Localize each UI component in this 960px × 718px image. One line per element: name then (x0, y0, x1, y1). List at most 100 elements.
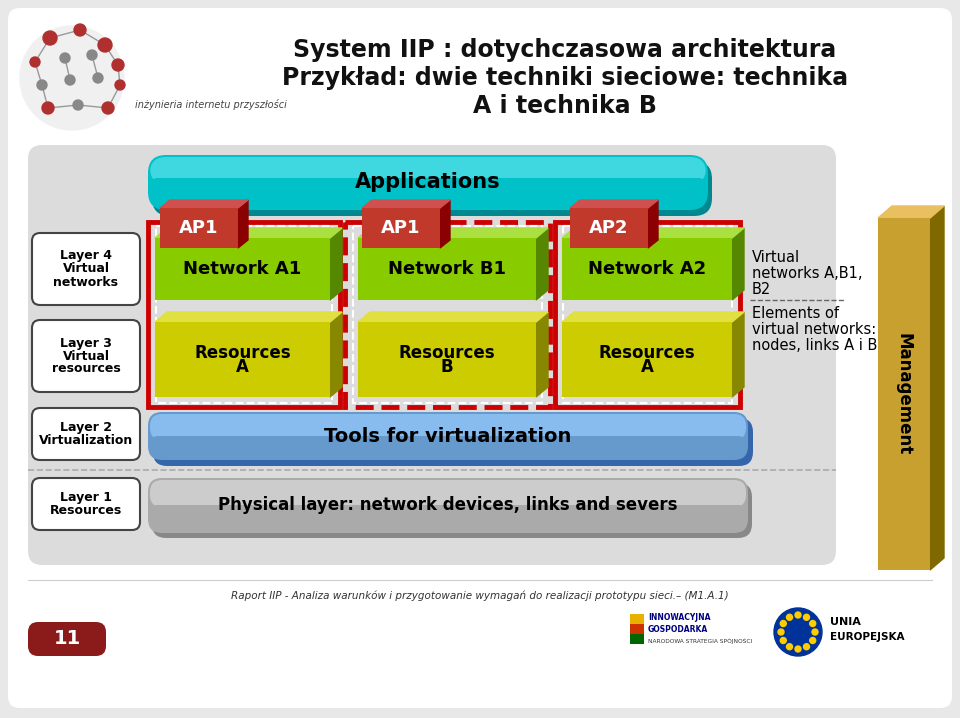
Polygon shape (878, 206, 944, 218)
Polygon shape (536, 312, 548, 397)
Circle shape (20, 26, 124, 130)
Polygon shape (536, 228, 548, 300)
Text: nodes, links A i B: nodes, links A i B (752, 338, 877, 353)
Bar (630, 634, 644, 644)
FancyBboxPatch shape (148, 478, 748, 533)
Text: GOSPODARKA: GOSPODARKA (648, 625, 708, 635)
Circle shape (786, 615, 793, 620)
Text: Applications: Applications (355, 172, 501, 192)
Text: AP1: AP1 (381, 219, 420, 237)
Circle shape (112, 59, 124, 71)
Bar (630, 624, 644, 634)
Bar (160, 208, 238, 248)
Polygon shape (732, 228, 744, 300)
Text: AP2: AP2 (589, 219, 629, 237)
Bar (878, 218, 930, 570)
Bar (345, 222, 550, 407)
Circle shape (804, 615, 809, 620)
Circle shape (778, 629, 784, 635)
Text: Layer 1: Layer 1 (60, 491, 112, 504)
Polygon shape (930, 206, 944, 570)
Circle shape (804, 644, 809, 650)
Text: networks: networks (54, 276, 118, 289)
Polygon shape (440, 200, 450, 248)
FancyBboxPatch shape (28, 622, 106, 656)
FancyBboxPatch shape (148, 412, 748, 460)
Circle shape (812, 629, 818, 635)
Polygon shape (160, 200, 248, 208)
Polygon shape (648, 200, 658, 248)
FancyBboxPatch shape (32, 408, 140, 460)
Text: Network A2: Network A2 (588, 260, 707, 278)
Text: NARODOWA STRATEGIA SPÓJNOŚCI: NARODOWA STRATEGIA SPÓJNOŚCI (648, 638, 753, 644)
Bar (155, 238, 330, 300)
Text: AP1: AP1 (180, 219, 219, 237)
Bar (570, 208, 648, 248)
Circle shape (87, 50, 97, 60)
Text: Resources: Resources (398, 343, 495, 361)
Text: Layer 4: Layer 4 (60, 249, 112, 263)
Bar (630, 614, 644, 624)
FancyBboxPatch shape (8, 8, 952, 708)
Text: networks A,B1,: networks A,B1, (752, 266, 862, 281)
Bar (353, 226, 542, 403)
Bar (563, 226, 732, 403)
FancyBboxPatch shape (152, 483, 752, 538)
Text: Layer 3: Layer 3 (60, 337, 112, 350)
Bar (358, 322, 536, 397)
Text: Network A1: Network A1 (183, 260, 301, 278)
Polygon shape (358, 228, 548, 238)
FancyBboxPatch shape (32, 478, 140, 530)
Bar (562, 322, 732, 397)
Polygon shape (330, 228, 342, 300)
Text: EUROPEJSKA: EUROPEJSKA (830, 632, 904, 642)
Polygon shape (362, 200, 450, 208)
Text: A i technika B: A i technika B (473, 94, 657, 118)
Polygon shape (732, 312, 744, 397)
FancyBboxPatch shape (32, 320, 140, 392)
Polygon shape (562, 312, 744, 322)
Text: Network B1: Network B1 (388, 260, 506, 278)
Circle shape (809, 638, 816, 643)
FancyBboxPatch shape (32, 233, 140, 305)
Text: UNIA: UNIA (830, 617, 861, 627)
Text: Przykład: dwie techniki sieciowe: technika: Przykład: dwie techniki sieciowe: techni… (282, 66, 848, 90)
Bar (156, 226, 332, 403)
FancyBboxPatch shape (150, 178, 706, 205)
Text: Virtual: Virtual (62, 350, 109, 363)
FancyBboxPatch shape (153, 418, 753, 466)
Circle shape (65, 75, 75, 85)
FancyBboxPatch shape (150, 505, 746, 532)
Circle shape (780, 638, 786, 643)
Bar (155, 322, 330, 397)
Circle shape (30, 57, 40, 67)
Circle shape (786, 644, 793, 650)
FancyBboxPatch shape (152, 161, 712, 216)
Circle shape (115, 80, 125, 90)
Circle shape (74, 24, 86, 36)
Text: 11: 11 (54, 630, 81, 648)
Polygon shape (330, 312, 342, 397)
Polygon shape (155, 312, 342, 322)
Polygon shape (570, 200, 658, 208)
Bar (562, 238, 732, 300)
Text: Elements of: Elements of (752, 307, 839, 322)
Circle shape (774, 608, 822, 656)
Circle shape (42, 102, 54, 114)
FancyBboxPatch shape (150, 480, 746, 507)
Text: Virtual: Virtual (62, 263, 109, 276)
Text: Resources: Resources (599, 343, 695, 361)
Text: Tools for virtualization: Tools for virtualization (324, 426, 572, 445)
Text: A: A (640, 358, 654, 376)
Text: resources: resources (52, 363, 120, 376)
Bar (148, 222, 340, 407)
Text: Physical layer: network devices, links and severs: Physical layer: network devices, links a… (218, 496, 678, 514)
Circle shape (37, 80, 47, 90)
Circle shape (809, 620, 816, 627)
Text: Layer 2: Layer 2 (60, 421, 112, 434)
Polygon shape (155, 228, 342, 238)
Circle shape (43, 31, 57, 45)
Text: System IIP : dotychczasowa architektura: System IIP : dotychczasowa architektura (294, 38, 836, 62)
Polygon shape (358, 312, 548, 322)
Text: Resources: Resources (194, 343, 291, 361)
